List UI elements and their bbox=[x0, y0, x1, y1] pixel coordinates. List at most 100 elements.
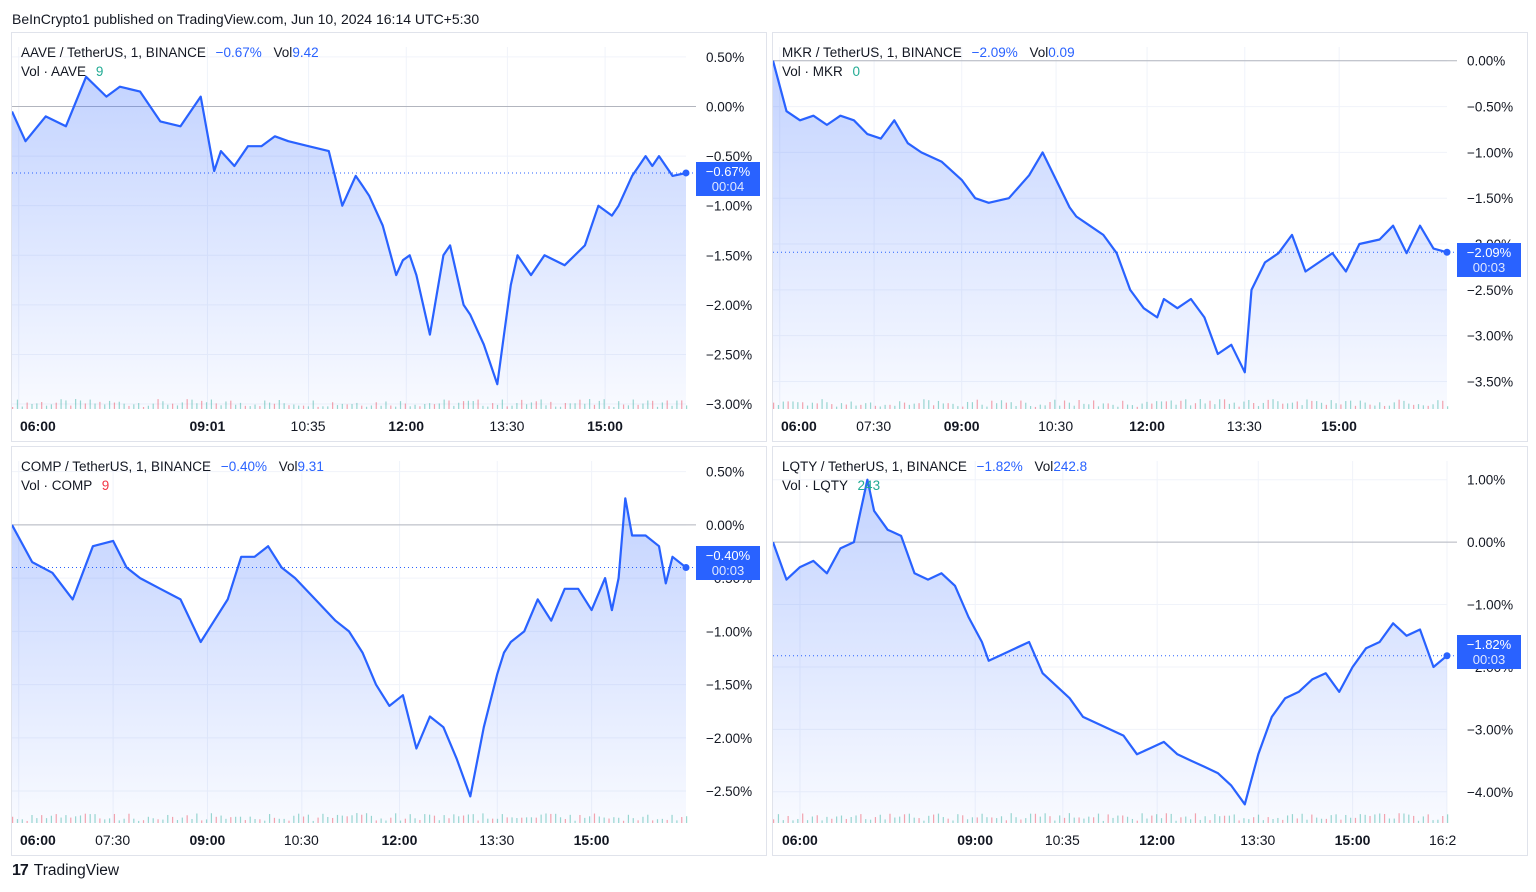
y-tick-label: −2.00% bbox=[706, 731, 752, 746]
volume-indicator-label: Vol · LQTY bbox=[782, 478, 848, 493]
price-line bbox=[773, 478, 1448, 806]
volume-indicator-value: 9 bbox=[95, 64, 104, 79]
current-price-dot bbox=[682, 563, 690, 571]
volume-indicator-label: Vol · COMP bbox=[21, 478, 93, 493]
y-tick-label: −2.50% bbox=[706, 784, 752, 799]
y-tick-label: −3.00% bbox=[1467, 722, 1513, 737]
legend-vol-value: 0.09 bbox=[1048, 45, 1075, 60]
legend-change: −2.09% bbox=[971, 45, 1018, 60]
price-tag-lqty: −1.82% 00:03 bbox=[1457, 635, 1521, 669]
price-tag-value: −2.09% bbox=[1466, 245, 1512, 260]
legend-change: −0.40% bbox=[220, 459, 267, 474]
chart-panel-lqty[interactable]: 1.00%0.00%−1.00%−2.00%−3.00%−4.00%06:000… bbox=[772, 446, 1528, 856]
chart-svg-comp: 0.50%0.00%−0.50%−1.00%−1.50%−2.00%−2.50%… bbox=[12, 461, 752, 848]
x-tick-label: 06:00 bbox=[20, 832, 56, 848]
volume-indicator-label: Vol · AAVE bbox=[21, 64, 87, 79]
y-tick-label: 0.00% bbox=[1467, 535, 1505, 550]
legend-change: −0.67% bbox=[215, 45, 262, 60]
legend-vol-label: Vol bbox=[1029, 45, 1049, 60]
y-tick-label: −1.00% bbox=[1467, 145, 1513, 160]
legend-vol-value: 9.42 bbox=[292, 45, 319, 60]
x-tick-label: 13:30 bbox=[479, 832, 514, 848]
x-tick-label: 12:00 bbox=[382, 832, 418, 848]
x-tick-label: 06:00 bbox=[781, 418, 817, 434]
chart-panel-comp[interactable]: 0.50%0.00%−0.50%−1.00%−1.50%−2.00%−2.50%… bbox=[11, 446, 767, 856]
current-price-dot bbox=[1443, 248, 1451, 256]
y-tick-label: 0.50% bbox=[706, 465, 744, 480]
legend-symbol: AAVE / TetherUS, 1, BINANCE bbox=[21, 45, 206, 60]
publish-header: BeInCrypto1 published on TradingView.com… bbox=[12, 11, 480, 27]
chart-svg-lqty: 1.00%0.00%−1.00%−2.00%−3.00%−4.00%06:000… bbox=[773, 461, 1513, 848]
y-tick-label: 0.00% bbox=[706, 100, 744, 115]
x-tick-label: 12:00 bbox=[1139, 832, 1175, 848]
x-tick-label: 13:30 bbox=[1240, 832, 1275, 848]
chart-panel-aave[interactable]: 0.50% 0.00% −0.50% −1.00% −1.50% −2.00% −2.50%… bbox=[11, 32, 767, 442]
price-tag-time: 00:03 bbox=[711, 563, 745, 578]
legend-mkr: MKR / TetherUS, 1, BINANCE −2.09% Vol0.0… bbox=[782, 43, 1075, 81]
y-tick-label: −2.50% bbox=[706, 347, 752, 362]
legend-symbol: MKR / TetherUS, 1, BINANCE bbox=[782, 45, 962, 60]
y-tick-label: −1.00% bbox=[706, 199, 752, 214]
price-line bbox=[12, 497, 687, 798]
x-tick-label: 12:00 bbox=[388, 418, 424, 434]
legend-change: −1.82% bbox=[976, 459, 1023, 474]
x-tick-label: 15:00 bbox=[587, 418, 623, 434]
x-tick-label: 06:00 bbox=[20, 418, 56, 434]
tradingview-logo-icon: 17 bbox=[12, 862, 29, 879]
price-line bbox=[12, 75, 687, 386]
x-tick-label: 10:35 bbox=[1045, 832, 1080, 848]
chart-panel-mkr[interactable]: 0.00%−0.50%−1.00%−1.50%−2.00%−2.50%−3.00… bbox=[772, 32, 1528, 442]
price-line bbox=[773, 60, 1448, 374]
x-tick-label: 06:00 bbox=[782, 832, 818, 848]
price-tag-value: −0.40% bbox=[705, 548, 751, 563]
price-tag-aave: −0.67% 00:04 bbox=[696, 162, 760, 196]
legend-comp: COMP / TetherUS, 1, BINANCE −0.40% Vol9.… bbox=[21, 457, 324, 495]
y-tick-label: 1.00% bbox=[1467, 473, 1505, 488]
price-tag-comp: −0.40% 00:03 bbox=[696, 546, 760, 580]
y-tick-label: −2.50% bbox=[1467, 283, 1513, 298]
x-tick-label: 09:01 bbox=[189, 418, 225, 434]
x-tick-label: 13:30 bbox=[489, 418, 524, 434]
y-tick-label: −0.50% bbox=[1467, 100, 1513, 115]
x-tick-label: 07:30 bbox=[856, 418, 891, 434]
volume-indicator-value: 0 bbox=[852, 64, 861, 79]
x-tick-label: 15:00 bbox=[574, 832, 610, 848]
legend-vol-value: 9.31 bbox=[297, 459, 324, 474]
legend-vol-label: Vol bbox=[273, 45, 293, 60]
y-tick-label: −3.00% bbox=[1467, 329, 1513, 344]
y-tick-label: −1.00% bbox=[1467, 598, 1513, 613]
y-tick-label: −1.00% bbox=[706, 624, 752, 639]
current-price-dot bbox=[1443, 652, 1451, 660]
price-tag-value: −1.82% bbox=[1466, 637, 1512, 652]
x-tick-label: 09:00 bbox=[957, 832, 993, 848]
x-tick-label: 13:30 bbox=[1227, 418, 1262, 434]
footer-brand: TradingView bbox=[33, 862, 120, 879]
price-tag-mkr: −2.09% 00:03 bbox=[1457, 243, 1521, 277]
y-tick-label: −3.00% bbox=[706, 397, 752, 412]
price-area bbox=[12, 498, 686, 823]
x-tick-label: 12:00 bbox=[1129, 418, 1165, 434]
price-tag-time: 00:03 bbox=[1472, 260, 1506, 275]
y-tick-label: 0.00% bbox=[1467, 54, 1505, 69]
x-tick-label: 07:30 bbox=[95, 832, 130, 848]
price-tag-time: 00:04 bbox=[711, 179, 745, 194]
current-price-dot bbox=[682, 169, 690, 177]
volume-indicator-label: Vol · MKR bbox=[782, 64, 843, 79]
y-tick-label: −2.00% bbox=[706, 298, 752, 313]
volume-indicator-value: 9 bbox=[101, 478, 110, 493]
legend-symbol: LQTY / TetherUS, 1, BINANCE bbox=[782, 459, 967, 474]
x-tick-label: 15:00 bbox=[1321, 418, 1357, 434]
price-tag-time: 00:03 bbox=[1472, 652, 1506, 667]
volume-bar bbox=[1447, 814, 1449, 823]
price-area bbox=[12, 76, 686, 410]
tradingview-footer[interactable]: 17 TradingView bbox=[12, 862, 119, 880]
y-tick-label: −1.50% bbox=[706, 248, 752, 263]
x-tick-label: 09:00 bbox=[189, 832, 225, 848]
x-tick-label: 16:2 bbox=[1429, 832, 1456, 848]
legend-lqty: LQTY / TetherUS, 1, BINANCE −1.82% Vol24… bbox=[782, 457, 1087, 495]
volume-bar bbox=[686, 405, 688, 409]
y-tick-label: 0.50% bbox=[706, 50, 744, 65]
chart-svg-aave: 0.50% 0.00% −0.50% −1.00% −1.50% −2.00% −2.50%… bbox=[12, 47, 752, 434]
price-area bbox=[773, 60, 1447, 409]
price-area bbox=[773, 479, 1447, 823]
